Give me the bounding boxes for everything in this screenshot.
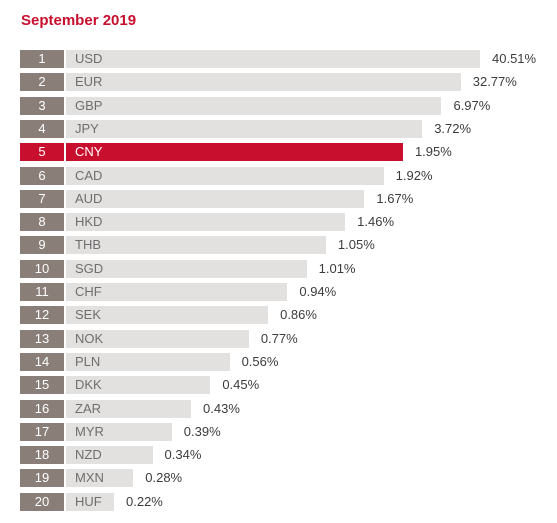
bar-huf	[66, 492, 114, 511]
bar-pln	[66, 352, 230, 371]
value-label: 3.72%	[434, 120, 472, 136]
bar-usd	[66, 50, 480, 68]
rank-badge: 3	[20, 96, 64, 115]
value-label: 1.01%	[318, 260, 356, 276]
value-label: 0.94%	[299, 284, 337, 299]
rank-badge: 11	[20, 283, 64, 301]
bar-sgd	[66, 259, 307, 278]
value-label: 32.77%	[472, 74, 517, 90]
value-label: 0.34%	[164, 447, 202, 463]
rank-badge: 5	[20, 143, 64, 162]
rank-badge: 4	[20, 119, 64, 138]
bar-gbp	[66, 96, 442, 115]
value-label: 0.45%	[222, 377, 260, 393]
currency-label: SGD	[75, 260, 104, 276]
currency-label: NZD	[75, 447, 102, 463]
rank-badge: 18	[20, 446, 64, 465]
rank-badge: 15	[20, 376, 64, 395]
value-label: 0.28%	[145, 470, 183, 486]
rank-badge: 2	[20, 73, 64, 92]
currency-label: DKK	[75, 377, 102, 393]
bar-sek	[66, 306, 269, 325]
currency-label: CHF	[75, 284, 102, 299]
value-label: 1.92%	[395, 167, 433, 183]
bar-aud	[66, 189, 365, 208]
rank-badge: 13	[20, 329, 64, 348]
value-label: 1.05%	[337, 237, 375, 253]
rank-badge: 20	[20, 492, 64, 511]
value-label: 0.86%	[280, 307, 317, 323]
rank-badge: 19	[20, 469, 64, 488]
currency-label: THB	[75, 237, 101, 253]
rank-badge: 1	[20, 50, 64, 68]
rank-badge: 10	[20, 259, 64, 278]
currency-label: ZAR	[75, 400, 101, 416]
bar-thb	[66, 236, 326, 255]
value-label: 40.51%	[492, 51, 537, 66]
currency-label: MXN	[75, 470, 104, 486]
currency-label: CAD	[75, 167, 103, 183]
value-label: 0.77%	[260, 330, 298, 346]
currency-label: USD	[75, 51, 103, 66]
chart-title: September 2019	[21, 12, 137, 29]
value-label: 0.56%	[241, 353, 279, 369]
rank-badge: 12	[20, 306, 64, 325]
currency-label: HKD	[75, 214, 103, 230]
bar-hkd	[66, 213, 346, 232]
currency-label: CNY	[75, 144, 103, 160]
bar-mxn	[66, 469, 134, 488]
rank-badge: 14	[20, 352, 64, 371]
currency-label: PLN	[75, 353, 101, 369]
bar-nzd	[66, 446, 153, 465]
bar-nok	[66, 329, 249, 348]
value-label: 1.67%	[376, 190, 414, 206]
value-label: 0.22%	[126, 493, 163, 509]
rank-badge: 16	[20, 399, 64, 418]
rank-badge: 6	[20, 166, 64, 185]
currency-label: EUR	[75, 74, 103, 90]
value-label: 1.46%	[357, 214, 395, 230]
bar-chf	[66, 283, 288, 301]
currency-label: JPY	[75, 120, 99, 136]
value-label: 0.43%	[203, 400, 240, 416]
rank-badge: 9	[20, 236, 64, 255]
currency-label: MYR	[75, 423, 104, 439]
bar-cad	[66, 166, 384, 185]
currency-label: SEK	[75, 307, 102, 323]
bar-eur	[66, 73, 461, 92]
currency-label: AUD	[75, 190, 103, 206]
rank-badge: 17	[20, 422, 64, 441]
currency-label: GBP	[75, 97, 103, 113]
bar-zar	[66, 399, 192, 418]
bar-cny	[66, 143, 403, 162]
rank-badge: 8	[20, 213, 64, 232]
currency-label: HUF	[75, 493, 102, 509]
bar-jpy	[66, 119, 423, 138]
bar-myr	[66, 422, 172, 441]
value-label: 6.97%	[453, 97, 491, 113]
value-label: 1.95%	[414, 144, 452, 160]
bar-dkk	[66, 376, 211, 395]
rank-badge: 7	[20, 189, 64, 208]
value-label: 0.39%	[183, 423, 221, 439]
currency-label: NOK	[75, 330, 104, 346]
